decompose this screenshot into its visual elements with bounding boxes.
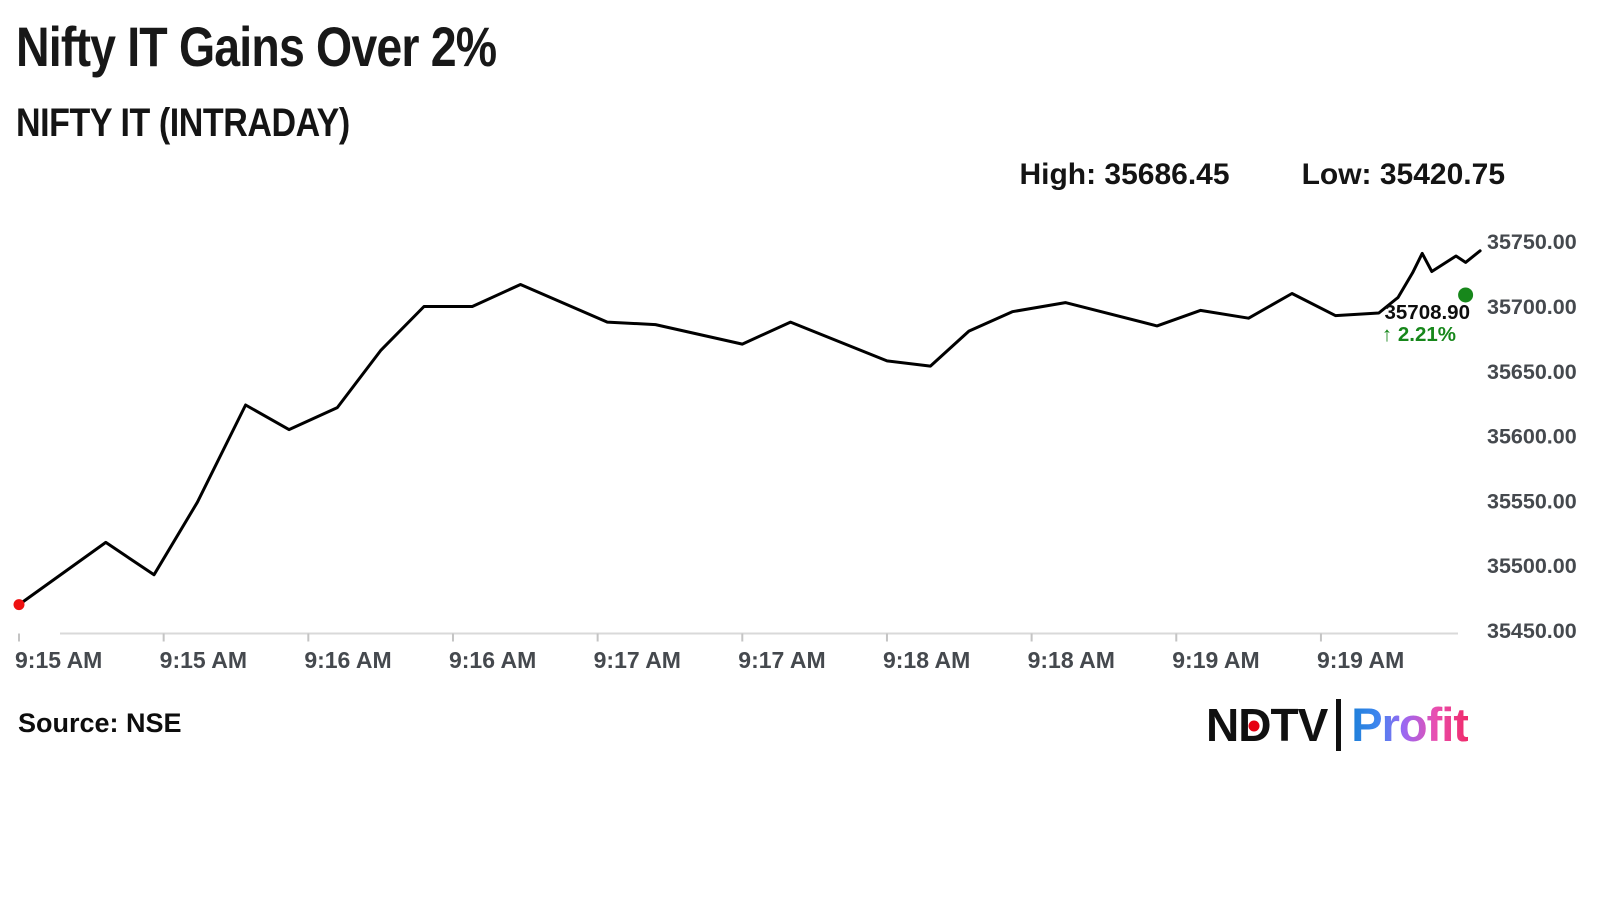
series-start-dot xyxy=(13,599,25,611)
x-axis-label: 9:16 AM xyxy=(449,647,536,673)
y-axis-label: 35700.00 xyxy=(1487,295,1577,319)
x-axis-label: 9:17 AM xyxy=(594,647,681,673)
y-axis-label: 35550.00 xyxy=(1487,489,1577,513)
ndtv-letter-n: N xyxy=(1206,698,1239,751)
ndtv-profit-logo: N D TV Profit xyxy=(1206,697,1469,752)
x-axis-label: 9:18 AM xyxy=(1028,647,1115,673)
change-percent-label: ↑ 2.21% xyxy=(1382,323,1456,346)
ndtv-wordmark: N D TV xyxy=(1206,698,1329,752)
y-axis-label: 35450.00 xyxy=(1487,619,1577,643)
x-axis-label: 9:15 AM xyxy=(15,647,102,673)
high-low-row: High: 35686.45 Low: 35420.75 xyxy=(1019,158,1505,192)
x-axis-label: 9:19 AM xyxy=(1172,647,1259,673)
high-value: High: 35686.45 xyxy=(1019,158,1230,191)
ndtv-letters-tv: TV xyxy=(1270,698,1329,751)
x-axis-label: 9:19 AM xyxy=(1317,647,1404,673)
y-axis-label: 35600.00 xyxy=(1487,425,1577,449)
source-label: Source: NSE xyxy=(18,708,182,738)
chart-subtitle: NIFTY IT (INTRADAY) xyxy=(16,101,350,145)
ndtv-letter-d: D xyxy=(1238,698,1271,752)
low-value: Low: 35420.75 xyxy=(1301,158,1505,191)
logo-separator xyxy=(1336,698,1342,751)
y-axis-label: 35650.00 xyxy=(1487,360,1577,384)
x-axis-label: 9:15 AM xyxy=(160,647,247,673)
profit-wordmark: Profit xyxy=(1351,698,1469,751)
ndtv-red-dot-icon xyxy=(1248,720,1260,732)
last-price-dot xyxy=(1458,287,1474,303)
x-axis-label: 9:18 AM xyxy=(883,647,970,673)
y-axis-label: 35750.00 xyxy=(1487,230,1577,254)
y-axis-label: 35500.00 xyxy=(1487,554,1577,578)
price-line xyxy=(17,249,1482,607)
last-price-label: 35708.90 xyxy=(1384,301,1470,324)
x-axis-label: 9:16 AM xyxy=(304,647,391,673)
x-axis-label: 9:17 AM xyxy=(738,647,825,673)
page-title: Nifty IT Gains Over 2% xyxy=(16,15,497,78)
